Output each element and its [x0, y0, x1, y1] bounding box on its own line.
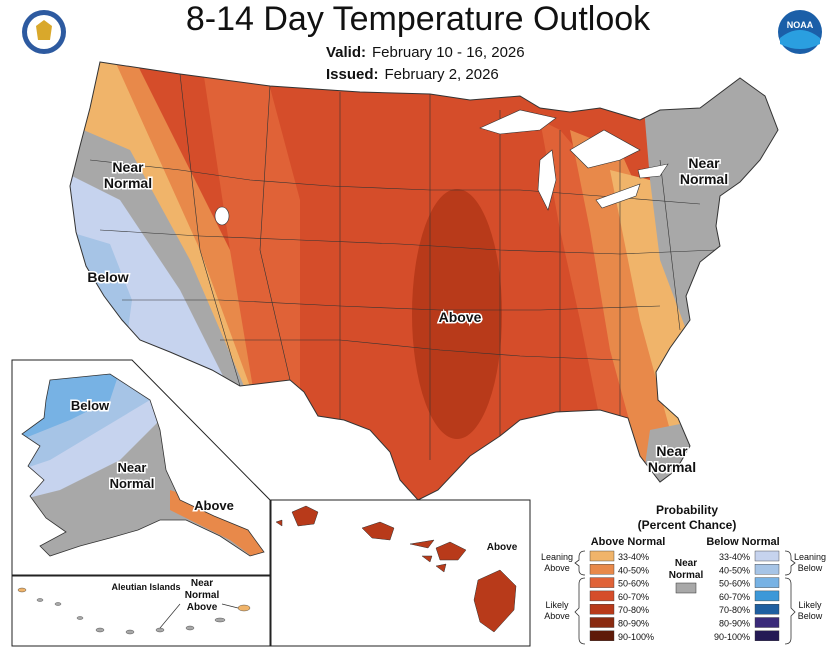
legend-brace-leaning-above — [574, 550, 586, 576]
aleutian-leader-right — [221, 603, 239, 609]
label-aleutian-near: Near — [191, 578, 213, 589]
label-aleutian-above: Above — [187, 602, 218, 613]
alaska-inset: Below Near Normal Above — [11, 359, 271, 576]
aleutian-inset-frame — [11, 575, 271, 647]
legend-above-swatch-7 — [589, 630, 615, 641]
legend-near-swatch — [675, 582, 697, 594]
label-near-normal-west-2: Normal — [104, 175, 152, 191]
legend-below-swatch-5 — [754, 604, 780, 615]
label-aleutian-title: Aleutian Islands — [111, 582, 180, 592]
legend-below-label-1: 33-40% — [719, 552, 750, 562]
legend-brace-leaning-below — [784, 550, 796, 576]
hawaii-islands — [275, 505, 517, 633]
conus-outline — [69, 61, 779, 501]
valid-label: Valid: — [326, 44, 367, 61]
legend-above-label-6: 80-90% — [618, 619, 649, 629]
legend-below-swatch-1 — [754, 550, 780, 562]
band-70-80-central — [412, 189, 502, 439]
hawaii-inset: Above — [270, 499, 531, 647]
legend-below-label-7: 90-100% — [714, 632, 750, 642]
legend-below-label-2: 40-50% — [719, 565, 750, 575]
legend-likely-above-1: Likely — [545, 600, 569, 610]
label-near-normal-ne-2: Normal — [680, 171, 728, 187]
legend-brace-likely-below — [784, 577, 796, 645]
legend-above-label-3: 50-60% — [618, 579, 649, 589]
legend-likely-above-2: Above — [544, 611, 570, 621]
legend-above-swatch-5 — [589, 604, 615, 615]
aleutian-islands-shapes — [17, 587, 251, 635]
legend-above-swatch-3 — [589, 577, 615, 588]
legend-title-1: Probability — [656, 503, 718, 517]
legend-leaning-below-2: Below — [798, 563, 823, 573]
legend-leaning-above-1: Leaning — [541, 552, 573, 562]
legend-above-header: Above Normal — [591, 536, 666, 548]
aleutian-inset: Aleutian Islands Near Normal Above — [11, 575, 271, 647]
doc-seal-icon — [22, 10, 66, 54]
legend-brace-likely-above — [574, 577, 586, 645]
label-alaska-near-2: Normal — [110, 476, 155, 491]
label-hawaii-above: Above — [487, 542, 518, 553]
label-near-normal-fl-2: Normal — [648, 459, 696, 475]
page-title: 8-14 Day Temperature Outlook — [185, 0, 651, 38]
legend-below-swatch-6 — [754, 617, 780, 628]
label-aleutian-normal: Normal — [185, 590, 220, 601]
valid-value: February 10 - 16, 2026 — [372, 44, 525, 61]
state-borders — [89, 73, 717, 460]
label-below-west: Below — [87, 269, 128, 285]
legend-leaning-above-2: Above — [544, 563, 570, 573]
legend-below-swatch-4 — [754, 590, 780, 602]
legend-above-bins: 33-40% 40-50% 50-60% 60-70% 70-80% 80-90% 90-1… — [589, 550, 654, 642]
legend-below-swatch-2 — [754, 564, 780, 575]
label-alaska-above: Above — [194, 498, 234, 513]
noaa-logo-icon: NOAA — [778, 10, 822, 54]
issued-value: February 2, 2026 — [384, 66, 499, 83]
legend-below-label-6: 80-90% — [719, 619, 750, 629]
legend-below-swatch-7 — [754, 630, 780, 641]
legend: Probability (Percent Chance) Above Norma… — [541, 503, 826, 645]
legend-below-label-4: 60-70% — [719, 592, 750, 602]
legend-near-2: Normal — [669, 570, 704, 581]
label-near-normal-fl-1: Near — [656, 443, 688, 459]
legend-below-label-3: 50-60% — [719, 579, 750, 589]
legend-below-header: Below Normal — [706, 536, 779, 548]
issued-label: Issued: — [326, 66, 379, 83]
legend-below-label-5: 70-80% — [719, 605, 750, 615]
legend-title-2: (Percent Chance) — [638, 518, 737, 532]
legend-below-swatch-3 — [754, 577, 780, 588]
legend-above-swatch-2 — [589, 564, 615, 575]
legend-leaning-below-1: Leaning — [794, 552, 826, 562]
legend-likely-below-2: Below — [798, 611, 823, 621]
alaska-outline — [21, 373, 265, 557]
label-near-normal-ne-1: Near — [688, 155, 720, 171]
alaska-above — [170, 490, 264, 556]
legend-above-swatch-6 — [589, 617, 615, 628]
label-above-central: Above — [439, 309, 482, 325]
legend-above-label-2: 40-50% — [618, 565, 649, 575]
legend-above-label-4: 60-70% — [618, 592, 649, 602]
legend-above-label-1: 33-40% — [618, 552, 649, 562]
label-alaska-below: Below — [71, 398, 110, 413]
legend-above-swatch-1 — [589, 550, 615, 562]
noaa-logo-text: NOAA — [787, 20, 814, 30]
legend-above-label-7: 90-100% — [618, 632, 654, 642]
issued-date: Issued: February 2, 2026 — [326, 66, 499, 83]
label-near-normal-west-1: Near — [112, 159, 144, 175]
label-alaska-near-1: Near — [118, 460, 147, 475]
valid-dates: Valid: February 10 - 16, 2026 — [326, 44, 525, 61]
legend-likely-below-1: Likely — [798, 600, 822, 610]
aleutian-leader-left — [159, 603, 181, 629]
band-50-60-west — [200, 62, 300, 400]
great-lakes — [214, 109, 669, 226]
legend-below-bins: 33-40% 40-50% 50-60% 60-70% 70-80% 80-90% 90-1… — [714, 550, 780, 642]
legend-near-1: Near — [675, 558, 697, 569]
legend-above-label-5: 70-80% — [618, 605, 649, 615]
legend-above-swatch-4 — [589, 590, 615, 602]
